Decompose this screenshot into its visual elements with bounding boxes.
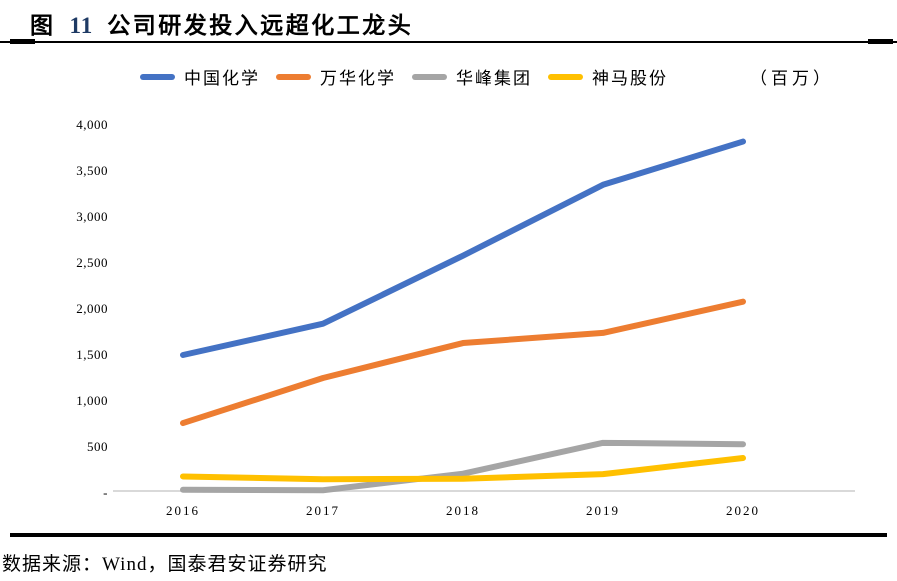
title-divider	[0, 39, 897, 44]
x-tick-label: 2017	[306, 503, 340, 518]
y-tick-label: 1,500	[76, 347, 108, 362]
divider-right-cap	[868, 39, 893, 44]
series-line-0	[180, 138, 746, 358]
legend-label: 中国化学	[184, 69, 260, 88]
y-tick-label: 4,000	[76, 117, 108, 132]
x-tick-label: 2020	[726, 503, 760, 518]
unit-label: （百万）	[750, 69, 834, 88]
figure-title-text: 公司研发投入远超化工龙头	[107, 13, 414, 38]
chart-legend: 中国化学 万华化学 华峰集团 神马股份 （百万）	[140, 64, 834, 89]
legend-item-2: 华峰集团	[412, 64, 532, 89]
legend-swatch-icon	[276, 73, 311, 80]
figure-title-prefix: 图	[30, 13, 56, 38]
series-line-3	[180, 455, 746, 483]
figure-title: 图 11 公司研发投入远超化工龙头	[30, 6, 413, 40]
y-tick-label: 500	[87, 439, 108, 454]
y-tick-label: -	[103, 485, 108, 500]
legend-label: 华峰集团	[456, 69, 532, 88]
legend-swatch-icon	[412, 73, 447, 80]
legend-item-0: 中国化学	[140, 64, 260, 89]
legend-label: 万华化学	[320, 69, 396, 88]
y-tick-label: 2,500	[76, 255, 108, 270]
x-tick-label: 2018	[446, 503, 480, 518]
y-tick-label: 3,000	[76, 209, 108, 224]
series-line-1	[180, 298, 746, 427]
divider-left-cap	[10, 39, 35, 44]
figure-bottom-border	[10, 533, 887, 537]
y-tick-label: 3,500	[76, 163, 108, 178]
legend-item-3: 神马股份	[548, 64, 668, 89]
y-tick-label: 1,000	[76, 393, 108, 408]
series-line-2	[180, 439, 746, 494]
legend-swatch-icon	[140, 73, 175, 80]
y-tick-label: 2,000	[76, 301, 108, 316]
data-source: 数据来源：Wind，国泰君安证券研究	[2, 554, 328, 575]
x-tick-label: 2016	[166, 503, 200, 518]
legend-label: 神马股份	[592, 69, 668, 88]
x-tick-label: 2019	[586, 503, 620, 518]
legend-item-1: 万华化学	[276, 64, 396, 89]
figure-number: 11	[69, 13, 94, 38]
legend-swatch-icon	[548, 73, 583, 80]
